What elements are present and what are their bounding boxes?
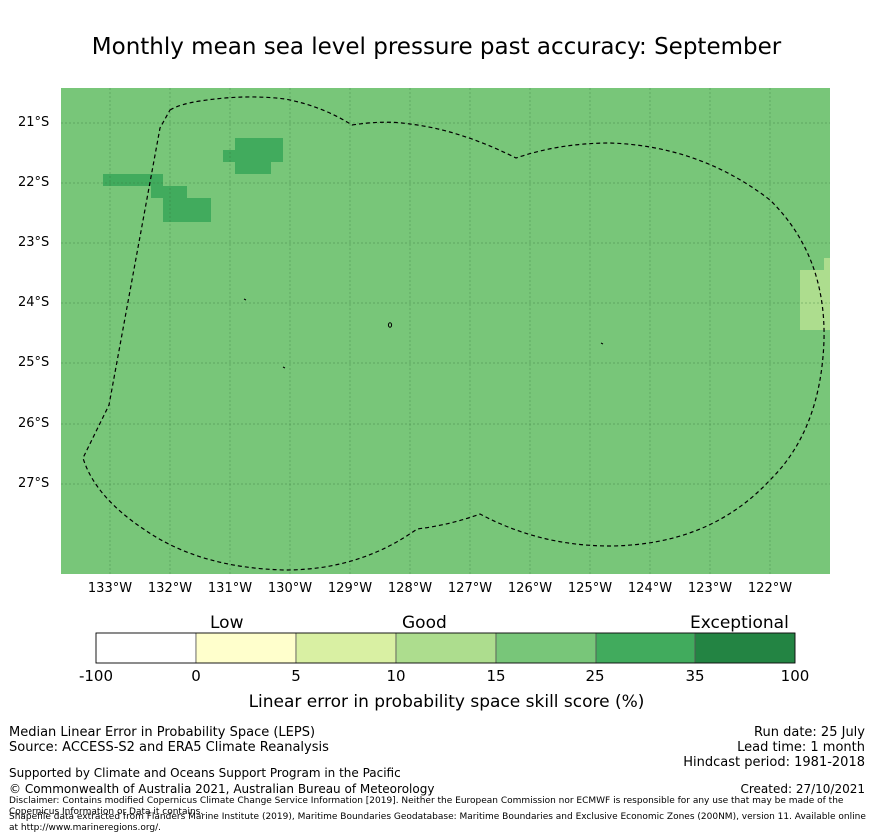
lon-label: 126°W: [507, 581, 553, 596]
skill-cell: [824, 258, 830, 270]
page-title: Monthly mean sea level pressure past acc…: [91, 34, 782, 60]
colorbar-category-good: Good: [402, 613, 447, 633]
skill-cell: [235, 138, 283, 150]
lat-label: 23°S: [18, 235, 50, 250]
lon-label: 124°W: [627, 581, 673, 596]
lon-label: 122°W: [747, 581, 793, 596]
islands: [243, 298, 604, 369]
footer-leps: Median Linear Error in Probability Space…: [9, 725, 316, 740]
map-area: [61, 88, 830, 574]
lon-label: 130°W: [267, 581, 313, 596]
skill-cell: [163, 198, 211, 222]
lon-label: 129°W: [327, 581, 373, 596]
colorbar-tick: 0: [191, 667, 201, 685]
footer-disclaimer: Disclaimer: Contains modified Copernicus…: [9, 796, 844, 817]
skill-cell: [223, 150, 283, 162]
lat-label: 21°S: [18, 115, 50, 130]
lon-label: 125°W: [567, 581, 613, 596]
footer-created: Created: 27/10/2021: [740, 782, 865, 796]
colorbar-tick: 5: [291, 667, 301, 685]
colorbar-tick: 100: [780, 667, 810, 685]
lon-label: 133°W: [87, 581, 133, 596]
colorbar-category-exceptional: Exceptional: [690, 613, 789, 633]
colorbar-tick: -100: [78, 667, 114, 685]
footer-run-date: Run date: 25 July: [754, 725, 865, 740]
colorbar-label: Linear error in probability space skill …: [248, 692, 645, 712]
colorbar: [95, 632, 796, 664]
lat-label: 25°S: [18, 355, 50, 370]
colorbar-segment: [295, 632, 397, 664]
colorbar-tick: 10: [386, 667, 406, 685]
footer-copyright: © Commonwealth of Australia 2021, Austra…: [9, 782, 435, 796]
higher-skill-cells: [103, 138, 283, 222]
skill-cell: [103, 174, 163, 186]
skill-cell: [151, 186, 187, 198]
footer-hindcast: Hindcast period: 1981-2018: [683, 755, 865, 770]
skill-cell: [235, 162, 271, 174]
lon-label: 128°W: [387, 581, 433, 596]
colorbar-segment: [395, 632, 497, 664]
footer-shapefile: Shapefile data extracted from Flanders M…: [9, 812, 866, 833]
colorbar-segment: [495, 632, 597, 664]
colorbar-segment: [195, 632, 297, 664]
lon-label: 132°W: [147, 581, 193, 596]
lon-label: 127°W: [447, 581, 493, 596]
colorbar-segment: [595, 632, 696, 664]
lat-label: 22°S: [18, 175, 50, 190]
eez-boundary: [82, 96, 825, 571]
colorbar-tick: 25: [585, 667, 605, 685]
gridlines: [61, 88, 830, 574]
lon-label: 131°W: [207, 581, 253, 596]
lat-label: 26°S: [18, 416, 50, 431]
colorbar-category-low: Low: [210, 613, 244, 633]
lon-label: 123°W: [687, 581, 733, 596]
footer-support: Supported by Climate and Oceans Support …: [9, 766, 401, 780]
lat-label: 27°S: [18, 476, 50, 491]
colorbar-segment: [95, 632, 197, 664]
colorbar-tick: 35: [685, 667, 705, 685]
lat-label: 24°S: [18, 295, 50, 310]
colorbar-tick: 15: [486, 667, 506, 685]
colorbar-segment: [694, 632, 796, 664]
lower-skill-cells: [800, 258, 830, 330]
footer-lead-time: Lead time: 1 month: [737, 740, 865, 755]
skill-cell: [800, 270, 830, 330]
footer-source: Source: ACCESS-S2 and ERA5 Climate Reana…: [9, 740, 329, 755]
